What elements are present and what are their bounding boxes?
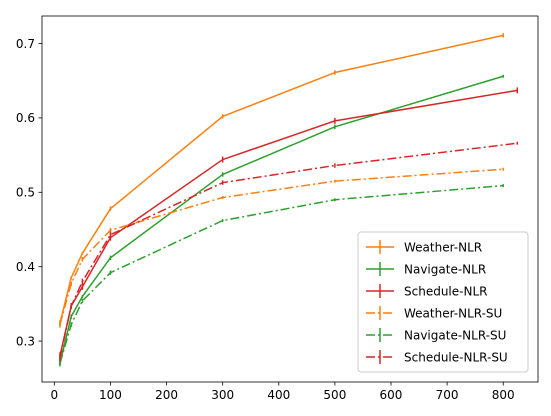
legend: Weather-NLR Navigate-NLR Schedule-NLR Weath…: [357, 231, 529, 373]
x-tick-label: 800: [492, 388, 515, 402]
y-axis: 0.3 0.4 0.5 0.6 0.7: [16, 37, 42, 348]
y-tick-label: 0.4: [16, 260, 35, 274]
legend-label: Schedule-NLR-SU: [404, 350, 508, 364]
x-tick-label: 400: [267, 388, 290, 402]
legend-label: Navigate-NLR-SU: [404, 328, 506, 342]
legend-item: Navigate-NLR-SU: [366, 328, 506, 342]
legend-label: Navigate-NLR: [404, 262, 486, 276]
series-5: [59, 184, 504, 366]
series-layer: [59, 33, 518, 367]
y-tick-label: 0.5: [16, 186, 35, 200]
y-tick-label: 0.6: [16, 111, 35, 125]
y-tick-label: 0.3: [16, 334, 35, 348]
legend-item: Weather-NLR: [366, 240, 482, 254]
legend-label: Schedule-NLR: [404, 284, 487, 298]
legend-item: Schedule-NLR: [366, 284, 487, 298]
x-tick-label: 700: [436, 388, 459, 402]
x-tick-label: 600: [380, 388, 403, 402]
series-6: [59, 141, 518, 362]
x-tick-label: 500: [323, 388, 346, 402]
legend-label: Weather-NLR-SU: [404, 306, 502, 320]
x-tick-label: 300: [211, 388, 234, 402]
y-tick-label: 0.7: [16, 37, 35, 51]
legend-item: Navigate-NLR: [366, 262, 486, 276]
legend-item: Schedule-NLR-SU: [366, 350, 508, 364]
x-tick-label: 0: [51, 388, 59, 402]
x-tick-label: 200: [155, 388, 178, 402]
legend-label: Weather-NLR: [404, 240, 482, 254]
series-4: [59, 167, 504, 328]
plot-area-frame: [41, 15, 539, 383]
x-tick-label: 100: [99, 388, 122, 402]
x-axis: 0 100 200 300 400 500 600 700 800: [51, 382, 515, 402]
legend-box: [357, 231, 529, 373]
legend-item: Weather-NLR-SU: [366, 306, 502, 320]
